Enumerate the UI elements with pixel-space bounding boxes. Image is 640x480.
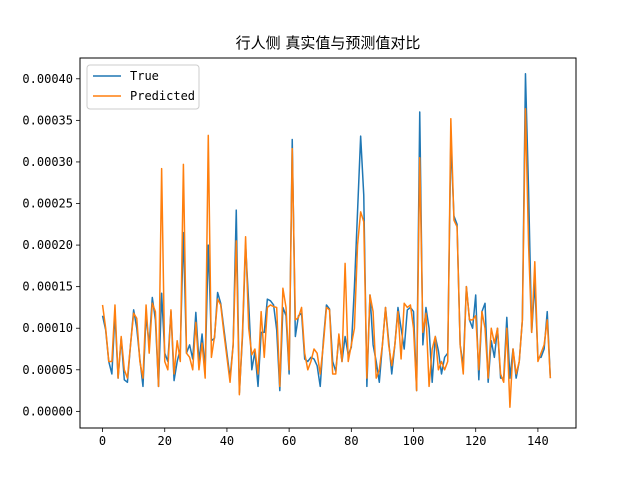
x-tick-label: 100 [403, 434, 425, 448]
y-tick-label: 0.00040 [22, 72, 73, 86]
y-tick-label: 0.00030 [22, 155, 73, 169]
x-tick-label: 60 [282, 434, 296, 448]
x-tick-label: 0 [99, 434, 106, 448]
x-tick-label: 40 [220, 434, 234, 448]
x-tick-label: 20 [158, 434, 172, 448]
y-tick-label: 0.00015 [22, 280, 73, 294]
legend-label-predicted: Predicted [130, 89, 195, 103]
series-line-predicted [101, 107, 552, 408]
y-tick-label: 0.00035 [22, 113, 73, 127]
x-tick-label: 80 [344, 434, 358, 448]
y-tick-label: 0.00000 [22, 404, 73, 418]
plot-area-frame [79, 57, 577, 429]
series-line-true [101, 73, 552, 394]
x-axis: 0 20 40 60 80 100 120 140 [99, 428, 549, 448]
series-lines [101, 73, 552, 408]
chart-title: 行人侧 真实值与预测值对比 [236, 34, 421, 52]
y-tick-label: 0.00025 [22, 197, 73, 211]
y-axis: 0.00000 0.00005 0.00010 0.00015 0.00020 0.000… [22, 72, 80, 418]
legend: True Predicted [86, 64, 200, 110]
x-tick-label: 120 [465, 434, 487, 448]
y-tick-label: 0.00010 [22, 321, 73, 335]
x-tick-label: 140 [527, 434, 549, 448]
y-tick-label: 0.00020 [22, 238, 73, 252]
y-tick-label: 0.00005 [22, 363, 73, 377]
legend-label-true: True [130, 69, 159, 83]
